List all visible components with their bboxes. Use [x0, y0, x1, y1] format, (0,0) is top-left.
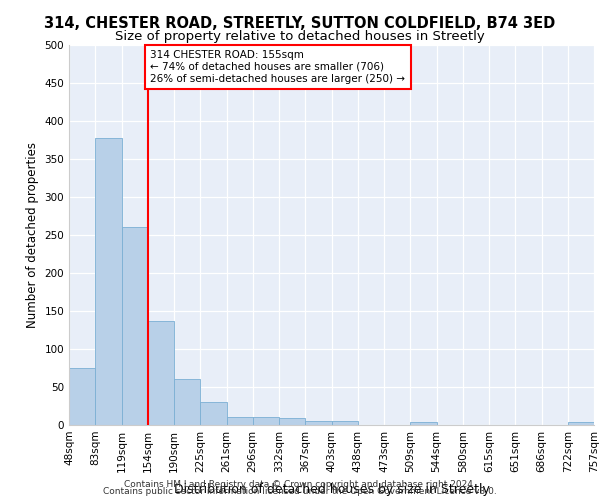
Text: Contains HM Land Registry data © Crown copyright and database right 2024.: Contains HM Land Registry data © Crown c…: [124, 480, 476, 489]
Bar: [69, 368, 95, 425]
Bar: [121, 228, 148, 425]
Bar: [95, 138, 121, 425]
Text: 314 CHESTER ROAD: 155sqm
← 74% of detached houses are smaller (706)
26% of semi-: 314 CHESTER ROAD: 155sqm ← 74% of detach…: [151, 50, 406, 84]
Bar: [568, 422, 594, 425]
Bar: [200, 402, 227, 425]
Bar: [305, 421, 331, 425]
Bar: [148, 321, 174, 425]
Bar: [331, 421, 358, 425]
Bar: [279, 418, 305, 425]
X-axis label: Distribution of detached houses by size in Streetly: Distribution of detached houses by size …: [173, 483, 490, 496]
Bar: [410, 422, 437, 425]
Text: Contains public sector information licensed under the Open Government Licence v3: Contains public sector information licen…: [103, 488, 497, 496]
Bar: [253, 416, 279, 425]
Bar: [227, 416, 253, 425]
Text: 314, CHESTER ROAD, STREETLY, SUTTON COLDFIELD, B74 3ED: 314, CHESTER ROAD, STREETLY, SUTTON COLD…: [44, 16, 556, 31]
Text: Size of property relative to detached houses in Streetly: Size of property relative to detached ho…: [115, 30, 485, 43]
Bar: [174, 380, 200, 425]
Y-axis label: Number of detached properties: Number of detached properties: [26, 142, 39, 328]
